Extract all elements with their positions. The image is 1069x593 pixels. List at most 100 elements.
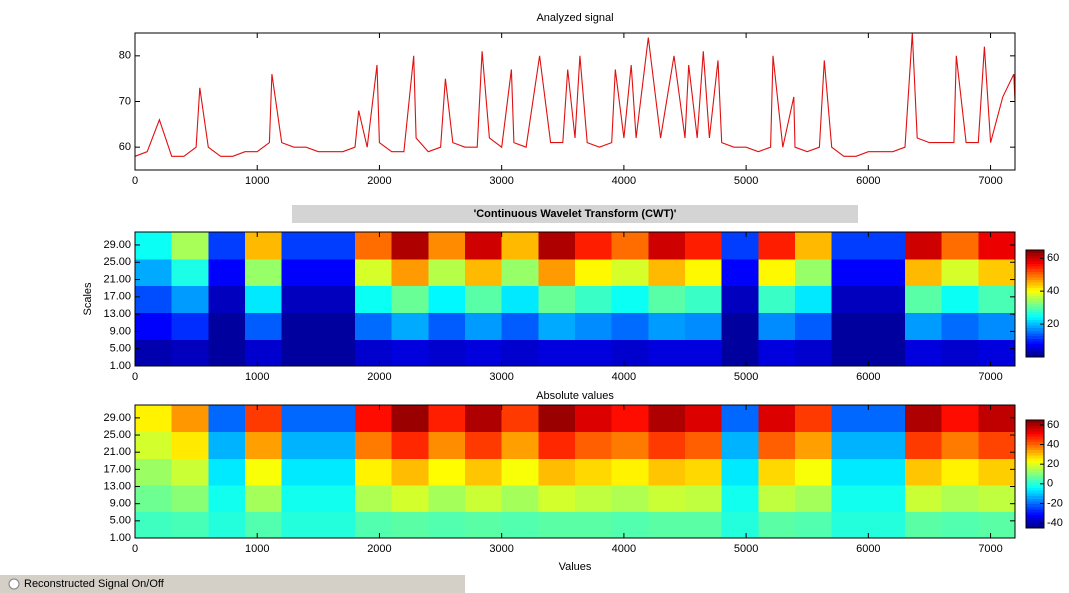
heatmap-cell: [941, 339, 979, 367]
x-tick-label: 7000: [978, 543, 1002, 555]
radio-control[interactable]: Reconstructed Signal On/Off: [0, 575, 465, 593]
heatmap-cell: [135, 484, 173, 512]
heatmap-cell: [501, 458, 539, 486]
heatmap-cell: [648, 511, 686, 539]
heatmap-cell: [648, 484, 686, 512]
heatmap-cell: [868, 232, 906, 260]
colorbar-step: [1026, 501, 1044, 505]
heatmap-cell: [318, 484, 356, 512]
heatmap-cell: [281, 484, 319, 512]
heatmap-cell: [318, 405, 356, 433]
heatmap-cell: [721, 312, 759, 340]
heatmap-cell: [941, 405, 979, 433]
heatmap-cell: [978, 431, 1016, 459]
heatmap-cell: [758, 312, 796, 340]
colorbar-step: [1026, 335, 1044, 339]
colorbar-step: [1026, 447, 1044, 451]
heatmap-cell: [135, 458, 173, 486]
heatmap-cell: [318, 312, 356, 340]
colorbar-tick-label: 40: [1047, 285, 1059, 297]
radio-label[interactable]: Reconstructed Signal On/Off: [24, 578, 165, 590]
heatmap-cell: [868, 285, 906, 313]
colorbar-step: [1026, 327, 1044, 331]
colorbar-step: [1026, 250, 1044, 254]
heatmap-cell: [428, 431, 466, 459]
heatmap-cell: [868, 484, 906, 512]
radio-button[interactable]: [8, 578, 20, 590]
heatmap-cell: [355, 258, 393, 287]
heatmap-cell: [758, 431, 796, 459]
heatmap-cell: [135, 312, 173, 340]
heatmap-cell: [501, 232, 539, 260]
heatmap-cell: [135, 285, 173, 313]
colorbar-step: [1026, 430, 1044, 434]
heatmap-cell: [831, 232, 869, 260]
colorbar-step: [1026, 292, 1044, 296]
heatmap-cell: [318, 511, 356, 539]
colorbar-step: [1026, 455, 1044, 459]
heatmap-cell: [538, 511, 576, 539]
colorbar-step: [1026, 433, 1044, 437]
heatmap-cell: [905, 484, 943, 512]
y-tick-label: 29.00: [103, 412, 131, 424]
heatmap-cell: [355, 312, 393, 340]
heatmap-cell: [171, 258, 209, 287]
heatmap-cell: [465, 258, 503, 287]
heatmap-cell: [245, 339, 283, 367]
heatmap-cell: [575, 458, 613, 486]
heatmap-cell: [685, 431, 723, 459]
heatmap-cell: [795, 232, 833, 260]
x-tick-label: 6000: [856, 543, 880, 555]
heatmap-cell: [905, 431, 943, 459]
y-tick-label: 1.00: [110, 532, 131, 544]
colorbar-step: [1026, 511, 1044, 515]
heatmap-cell: [501, 431, 539, 459]
heatmap-cell: [171, 431, 209, 459]
heatmap-cell: [391, 312, 429, 340]
heatmap-cell: [281, 431, 319, 459]
heatmap-cell: [208, 232, 246, 260]
title-banner: [292, 205, 858, 223]
colorbar-step: [1026, 308, 1044, 313]
colorbar-step: [1026, 425, 1044, 429]
heatmap-cell: [868, 405, 906, 433]
colorbar-step: [1026, 525, 1044, 529]
colorbar-step: [1026, 490, 1044, 494]
heatmap-cell: [208, 511, 246, 539]
heatmap-cell: [575, 405, 613, 433]
y-tick-label: 13.00: [103, 308, 131, 320]
heatmap-cell: [245, 258, 283, 287]
colorbar-step: [1026, 324, 1044, 329]
heatmap-cell: [575, 312, 613, 340]
y-tick-label: 25.00: [103, 429, 131, 441]
heatmap-cell: [538, 312, 576, 340]
colorbar-step: [1026, 354, 1044, 358]
heatmap-cell: [428, 232, 466, 260]
heatmap-cell: [355, 232, 393, 260]
colorbar-step: [1026, 295, 1044, 299]
colorbar-step: [1026, 290, 1044, 294]
heatmap-cell: [465, 431, 503, 459]
x-tick-label: 3000: [489, 543, 513, 555]
colorbar-tick-label: 60: [1047, 419, 1059, 431]
y-tick-label: 9.00: [110, 498, 131, 510]
heatmap-cell: [941, 312, 979, 340]
heatmap-cell: [721, 405, 759, 433]
heatmap-cell: [611, 405, 649, 433]
colorbar-frame: [1025, 419, 1045, 529]
colorbar-step: [1026, 346, 1044, 350]
heatmap-cell: [355, 511, 393, 539]
heatmap-cell: [721, 431, 759, 459]
y-tick-label: 80: [119, 50, 131, 62]
heatmap-cell: [501, 405, 539, 433]
heatmap-cell: [978, 405, 1016, 433]
heatmap-cell: [795, 511, 833, 539]
heatmap-cell: [465, 405, 503, 433]
heatmap-cell: [501, 484, 539, 512]
x-tick-label: 6000: [856, 371, 880, 383]
heatmap-cell: [648, 339, 686, 367]
colorbar-step: [1026, 514, 1044, 518]
colorbar-tick-label: 20: [1047, 458, 1059, 470]
heatmap-cell: [611, 232, 649, 260]
heatmap-cell: [868, 312, 906, 340]
